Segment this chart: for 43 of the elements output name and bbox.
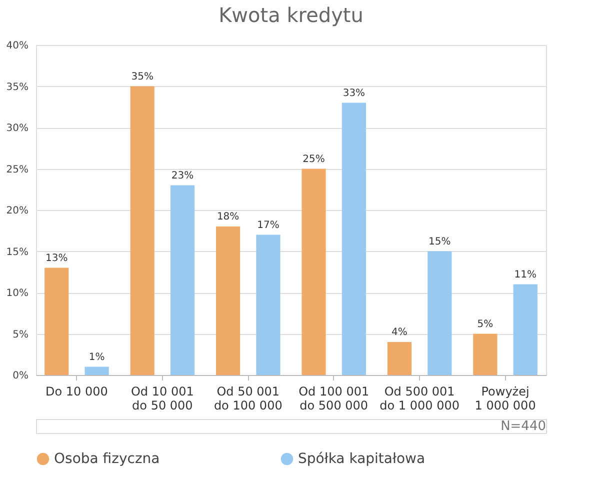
- x-tick-label: Od 500 001 do 1 000 000: [380, 384, 460, 412]
- data-label: 23%: [171, 170, 194, 182]
- y-tick-label: 0%: [12, 370, 28, 382]
- data-label: 17%: [257, 220, 280, 231]
- y-tick-label: 15%: [6, 246, 28, 258]
- bar: [256, 234, 280, 375]
- y-tick-label: 25%: [6, 164, 28, 176]
- data-label: 35%: [131, 71, 154, 82]
- data-label: 33%: [342, 88, 366, 99]
- text: N=440: [500, 419, 546, 434]
- bar: [44, 268, 69, 375]
- bar: [302, 168, 326, 375]
- x-tick-label: Powyżej 1 000 000: [474, 384, 536, 412]
- chart-title: Kwota kredytu: [218, 3, 364, 27]
- data-label: 11%: [514, 269, 536, 280]
- y-tick-label: 35%: [6, 82, 28, 93]
- data-label: 15%: [428, 236, 451, 248]
- y-tick-label: 5%: [12, 329, 28, 340]
- data-label: 1%: [88, 352, 105, 363]
- y-tick-label: 10%: [6, 288, 28, 299]
- data-label: 13%: [46, 252, 68, 264]
- y-tick-label: 40%: [6, 40, 28, 52]
- y-tick-label: 20%: [6, 206, 28, 216]
- bar: [473, 334, 498, 375]
- y-tick-label: 30%: [6, 123, 28, 134]
- data-label: 4%: [392, 327, 408, 338]
- bar: [387, 342, 412, 375]
- bar: [84, 366, 109, 375]
- bar: [513, 284, 538, 375]
- x-tick-label: Od 100 001 do 500 000: [298, 384, 370, 412]
- legend-label: Spółka kapitałowa: [298, 451, 426, 467]
- data-label: 25%: [302, 154, 325, 165]
- bar: [130, 86, 154, 375]
- bar: [342, 102, 366, 375]
- x-tick-label: Od 10 001 do 50 000: [130, 384, 194, 412]
- bar: [170, 185, 195, 375]
- data-label: 18%: [216, 212, 240, 222]
- bar: [216, 226, 240, 375]
- bar: [428, 251, 452, 375]
- x-tick-label: Od 50 001 do 100 000: [214, 384, 282, 412]
- legend-label: Osoba fizyczna: [54, 451, 160, 467]
- data-label: 5%: [477, 318, 494, 330]
- x-tick-label: Do 10 000: [46, 384, 108, 398]
